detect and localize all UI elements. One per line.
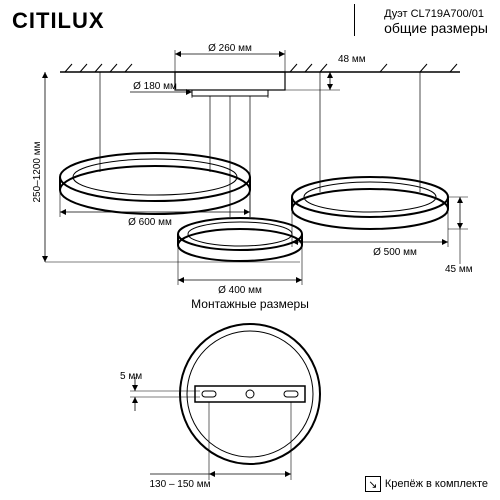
svg-text:Ø 400 мм: Ø 400 мм <box>218 285 262 296</box>
canopy <box>175 72 285 96</box>
mount-drawing: 5 мм 130 – 150 мм <box>0 312 500 487</box>
page-title: общие размеры <box>384 20 488 36</box>
svg-text:48 мм: 48 мм <box>338 54 366 65</box>
dim-d260: Ø 260 мм <box>175 43 285 72</box>
mount-slot-left <box>202 391 216 397</box>
header-right: Дуэт CL719A700/01 общие размеры <box>384 8 488 36</box>
footer-note: ↘ Крепёж в комплекте <box>365 476 488 492</box>
brand-logo: CITILUX <box>12 8 105 34</box>
mount-slot-right <box>284 391 298 397</box>
svg-text:5 мм: 5 мм <box>120 371 142 382</box>
svg-text:Ø 600 мм: Ø 600 мм <box>128 217 172 228</box>
svg-text:Ø 260 мм: Ø 260 мм <box>208 43 252 54</box>
dim-w130-150: 130 – 150 мм <box>149 402 291 487</box>
header-separator <box>354 4 355 36</box>
svg-text:45 мм: 45 мм <box>445 264 473 275</box>
svg-text:Ø 180 мм: Ø 180 мм <box>133 81 177 92</box>
ring-400 <box>178 218 302 261</box>
ring-600 <box>60 153 250 214</box>
ceiling <box>60 64 460 72</box>
svg-text:Ø 500 мм: Ø 500 мм <box>373 247 417 258</box>
mount-center-hole <box>246 390 254 398</box>
svg-text:130 – 150 мм: 130 – 150 мм <box>149 479 210 487</box>
mount-inner-ring <box>187 331 313 457</box>
elevation-drawing: Ø 260 мм Ø 180 мм 48 мм <box>0 42 500 302</box>
mount-bar <box>195 386 305 402</box>
mount-subtitle: Монтажные размеры <box>0 297 500 311</box>
mount-outer-ring <box>180 324 320 464</box>
dim-d500: Ø 500 мм <box>292 212 448 258</box>
footer-text: Крепёж в комплекте <box>385 478 488 490</box>
svg-text:250–1200 мм: 250–1200 мм <box>32 141 43 202</box>
arrow-down-right-icon: ↘ <box>365 476 381 492</box>
dim-d400: Ø 400 мм <box>178 247 302 296</box>
model-code: Дуэт CL719A700/01 <box>384 8 488 20</box>
ring-500 <box>292 177 448 229</box>
dim-h45: 45 мм <box>445 197 473 275</box>
